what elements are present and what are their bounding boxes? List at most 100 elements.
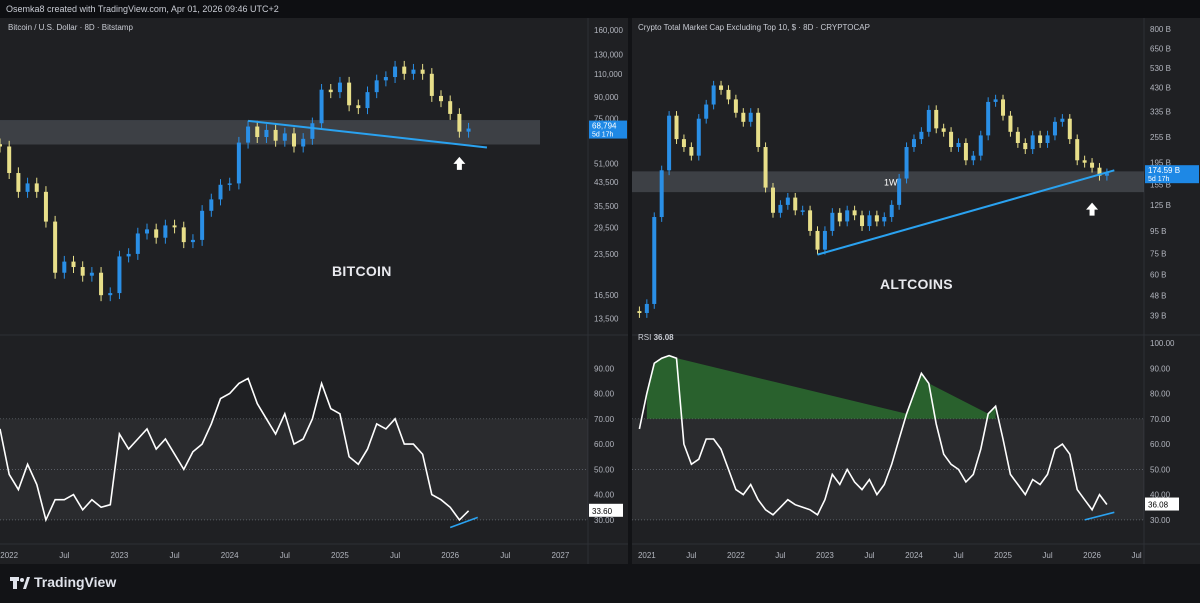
time-axis-tick-7: Jul	[953, 551, 963, 560]
candle-body-31	[867, 215, 872, 227]
candle-body-28	[255, 126, 260, 137]
candle-body-25	[227, 183, 232, 185]
candle-body-53	[1030, 135, 1035, 150]
candle-body-42	[383, 77, 388, 81]
price-axis-tick-2: 110,000	[594, 70, 623, 79]
price-axis-tick-1: 130,000	[594, 50, 623, 59]
candle-body-19	[172, 225, 177, 228]
price-axis-tick-7: 35,500	[594, 202, 619, 211]
candle-body-38	[347, 82, 352, 106]
candle-body-24	[218, 184, 223, 200]
candle-body-47	[986, 101, 991, 136]
bitcoin-chart-panel[interactable]: 160,000 130,000 110,000 90,000 75,000 51,000 4…	[0, 18, 628, 564]
candle-body-52	[1023, 142, 1028, 150]
candle-body-33	[882, 217, 887, 222]
price-axis-tick-10: 75 B	[1150, 249, 1166, 258]
candle-body-16	[145, 229, 149, 234]
price-axis-tick-11: 60 B	[1150, 271, 1166, 280]
candle-body-26	[236, 142, 241, 184]
price-axis-tick-11: 13,500	[594, 315, 619, 324]
rsi-badge-value: 36.08	[1148, 501, 1169, 510]
candle-body-8	[696, 118, 701, 156]
time-axis-tick-10: 2027	[552, 551, 570, 560]
candle-body-59	[1075, 139, 1080, 161]
rsi-axis-tick-2: 70.00	[594, 415, 615, 424]
candle-body-10	[711, 85, 716, 105]
price-axis-tick-8: 125 B	[1150, 201, 1171, 210]
time-axis-tick-10: 2026	[1083, 551, 1101, 560]
candle-body-38	[919, 131, 924, 140]
candle-body-22	[800, 210, 805, 212]
price-axis-tick-12: 48 B	[1150, 292, 1166, 301]
bitcoin-chart-title: Bitcoin / U.S. Dollar · 8D · Bitstamp	[8, 23, 133, 32]
candle-body-26	[830, 212, 835, 231]
candle-body-11	[99, 272, 104, 296]
candle-body-2	[652, 217, 657, 304]
candle-body-35	[319, 89, 324, 124]
candle-body-39	[926, 109, 931, 132]
candle-body-31	[282, 133, 287, 141]
price-axis-tick-9: 95 B	[1150, 227, 1166, 236]
rsi-badge	[1145, 497, 1179, 511]
rsi-line	[0, 377, 470, 523]
price-badge-value: 68,794	[592, 122, 617, 131]
price-axis-tick-0: 160,000	[594, 26, 623, 35]
rsi-badge-value: 33.60	[592, 507, 613, 516]
candle-body-51	[1015, 131, 1020, 143]
time-axis-tick-3: Jul	[169, 551, 179, 560]
rsi-overbought-fill	[646, 355, 996, 419]
candle-body-5	[43, 191, 48, 222]
rsi-axis-tick-4: 50.00	[594, 465, 615, 474]
candle-body-44	[963, 142, 968, 161]
price-axis-tick-4: 335 B	[1150, 107, 1171, 116]
candle-body-7	[689, 147, 694, 156]
altcoins-chart-title: Crypto Total Market Cap Excluding Top 10…	[638, 23, 870, 32]
candle-body-42	[949, 131, 954, 148]
rsi-trendline	[449, 516, 479, 529]
rsi-axis-tick-5: 50.00	[1150, 465, 1171, 474]
candle-body-37	[911, 139, 916, 148]
price-axis-tick-13: 39 B	[1150, 311, 1166, 320]
price-badge	[589, 120, 627, 139]
candle-body-41	[374, 80, 379, 93]
rsi-axis-tick-4: 60.00	[1150, 440, 1171, 449]
candle-body-33	[301, 138, 306, 147]
candle-body-17	[763, 147, 768, 188]
candle-body-3	[25, 183, 30, 192]
candle-body-1	[7, 146, 12, 174]
candle-body-18	[163, 225, 168, 238]
rsi-axis-tick-3: 60.00	[594, 440, 615, 449]
price-badge-value: 174.59 B	[1148, 166, 1180, 175]
candle-body-63	[1104, 173, 1109, 176]
zone-label: 1W	[884, 178, 898, 188]
candle-body-47	[429, 73, 434, 96]
candle-body-12	[108, 293, 113, 296]
candle-body-45	[411, 69, 416, 74]
candle-body-8	[71, 261, 76, 268]
candle-body-48	[439, 95, 443, 102]
time-axis-tick-7: Jul	[390, 551, 400, 560]
candle-body-27	[246, 126, 251, 143]
time-axis-tick-4: 2024	[221, 551, 239, 560]
arrow-up-icon	[1086, 202, 1099, 216]
time-axis-tick-11: Jul	[1131, 551, 1141, 560]
altcoins-chart-panel[interactable]: 800 B 650 B 530 B 430 B 335 B 255 B 195 B 155 B…	[632, 18, 1200, 564]
candle-body-18	[770, 187, 775, 213]
rsi-axis-tick-6: 40.00	[1150, 491, 1171, 500]
candle-body-23	[209, 199, 214, 211]
candle-body-34	[889, 204, 894, 218]
price-axis-tick-5: 255 B	[1150, 133, 1171, 142]
candle-body-24	[815, 230, 820, 250]
rsi-axis-tick-6: 30.00	[594, 516, 615, 525]
tradingview-brand[interactable]: TradingView	[10, 574, 116, 590]
rsi-trendline	[1084, 511, 1115, 521]
time-axis-tick-1: Jul	[59, 551, 69, 560]
candle-body-34	[310, 123, 315, 139]
rsi-legend-value: 36.08	[653, 333, 674, 342]
rsi-axis-tick-0: 90.00	[594, 364, 615, 373]
candle-body-51	[466, 128, 471, 132]
candle-body-43	[956, 142, 961, 148]
candle-body-20	[181, 227, 186, 243]
time-axis-tick-8: 2026	[441, 551, 459, 560]
rsi-axis-tick-1: 90.00	[1150, 364, 1171, 373]
